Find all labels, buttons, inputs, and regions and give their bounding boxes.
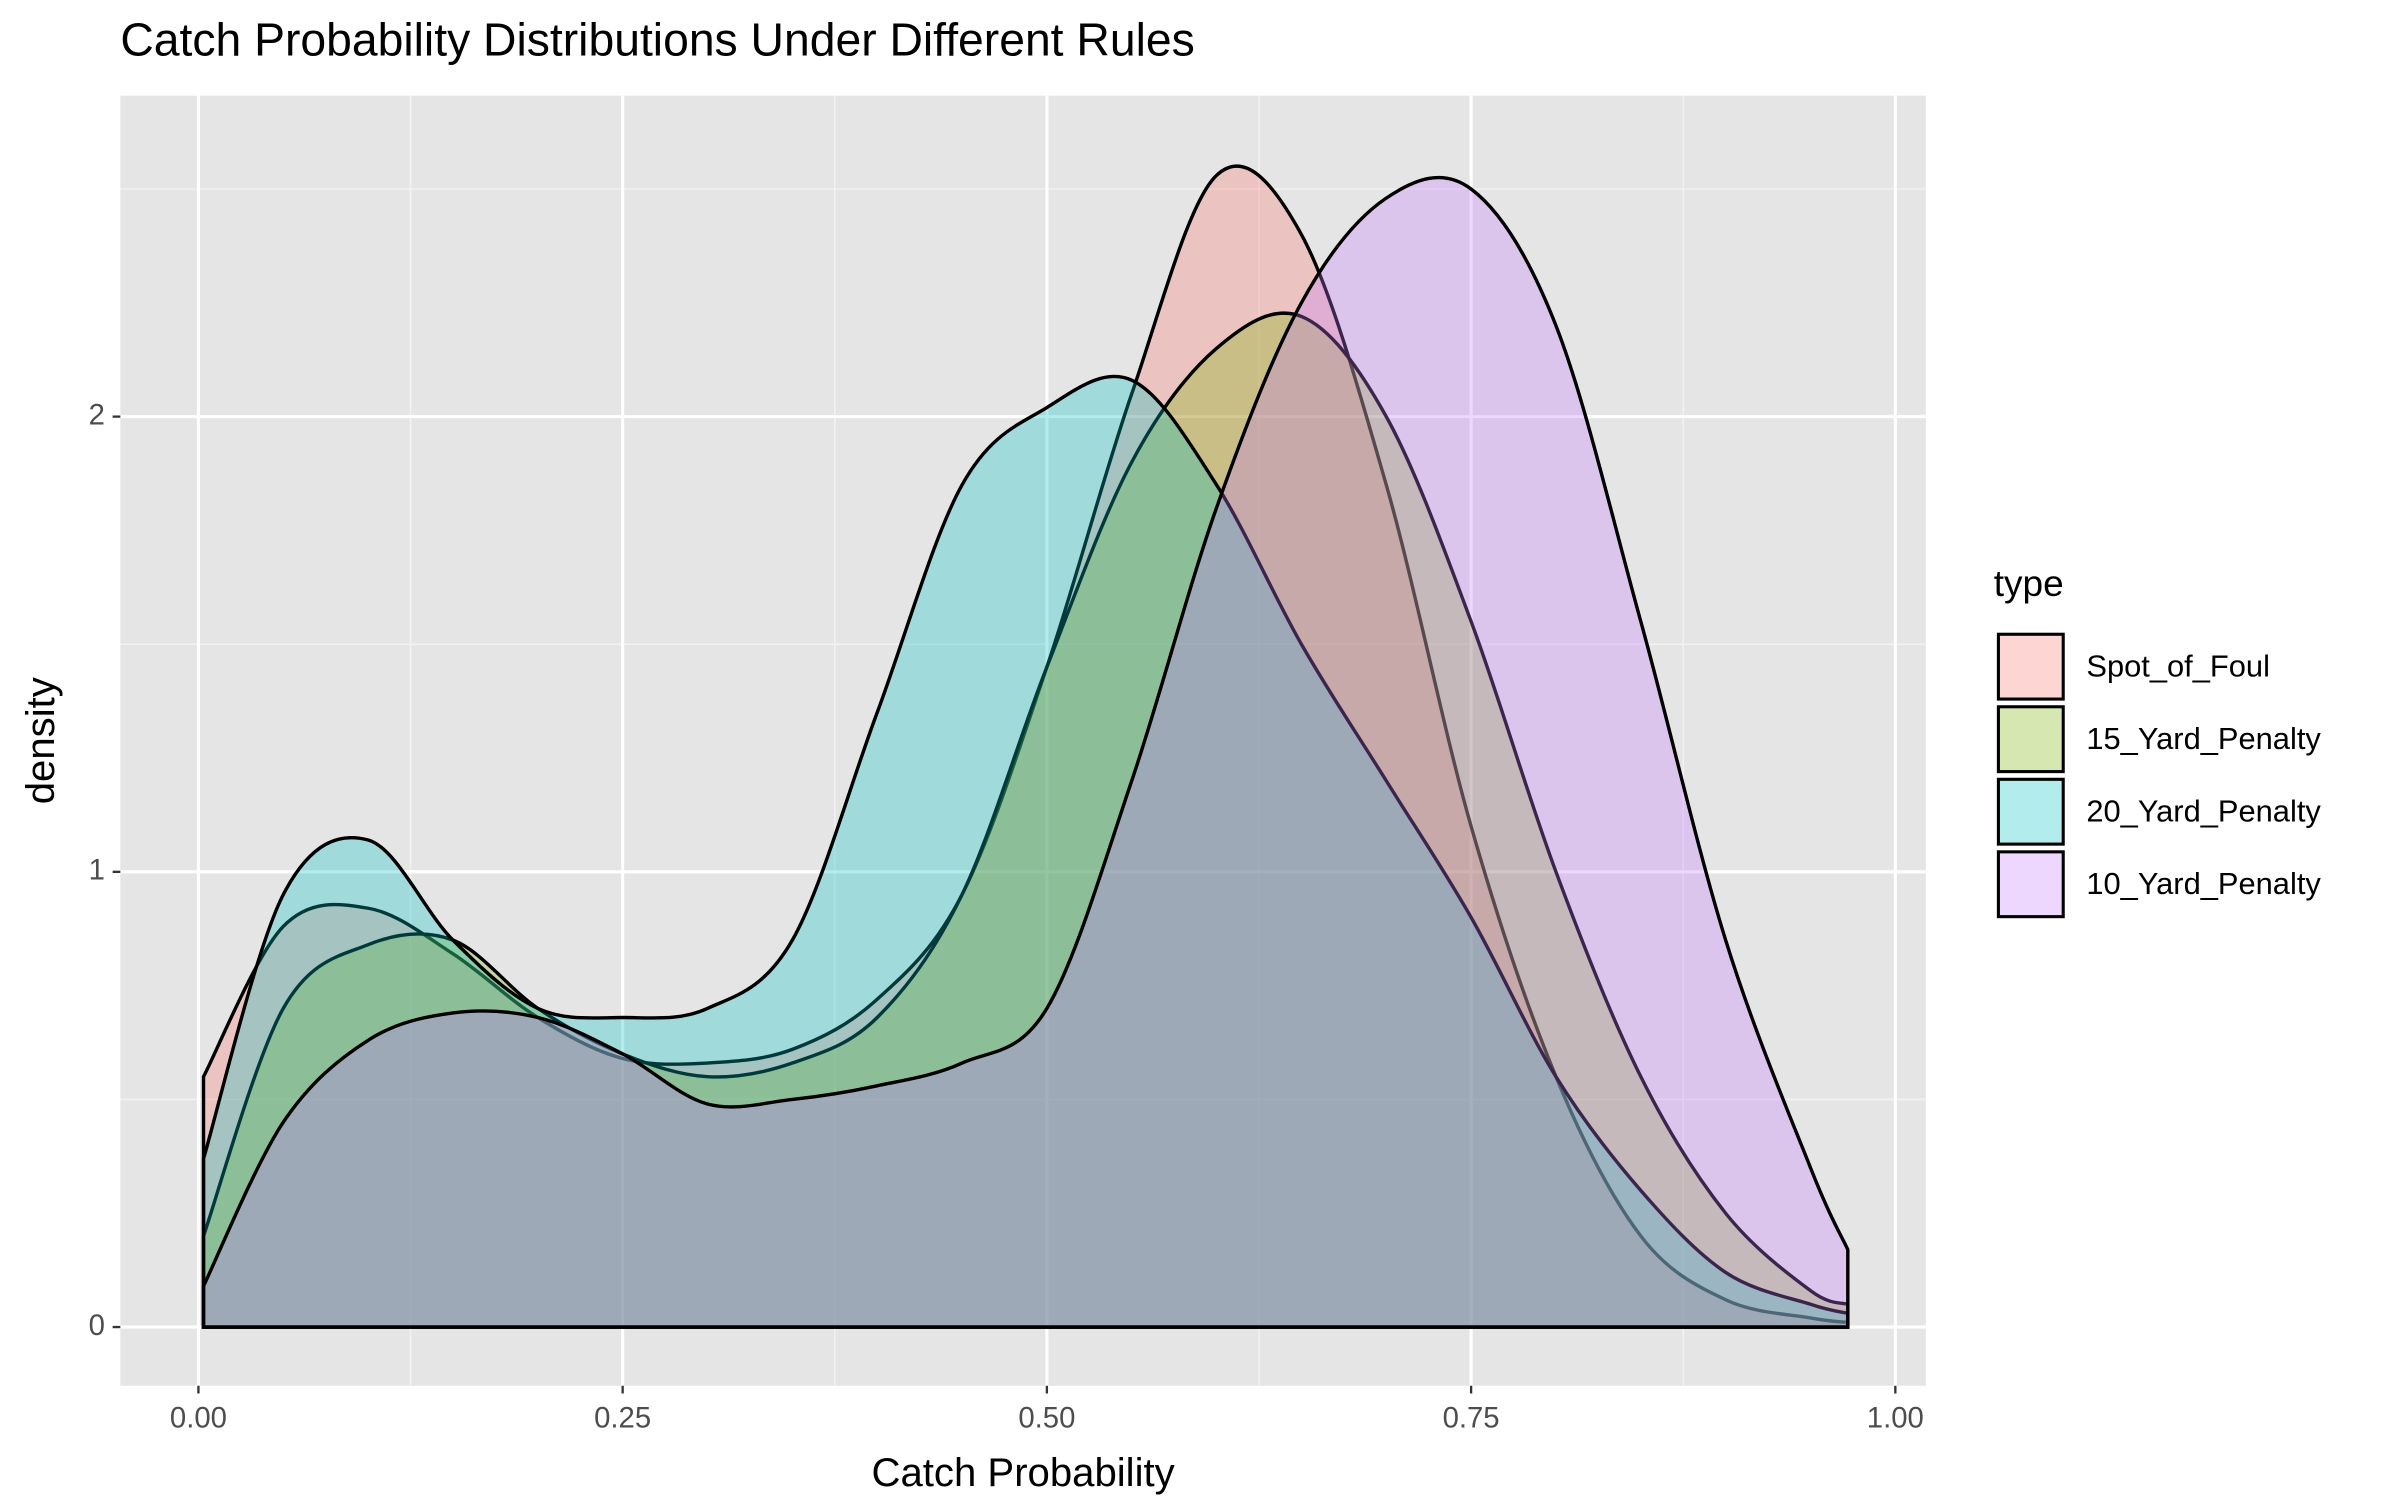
legend-key xyxy=(1996,850,2065,919)
x-axis-label: Catch Probability xyxy=(872,1450,1175,1495)
legend-key-bg xyxy=(1996,850,2065,919)
legend-key xyxy=(1996,632,2065,701)
density-area xyxy=(201,311,1850,1329)
legend-title: type xyxy=(1994,562,2064,604)
legend-label: 10_Yard_Penalty xyxy=(2086,866,2321,901)
legend-label: 15_Yard_Penalty xyxy=(2086,721,2321,756)
y-axis-label: density xyxy=(18,677,63,804)
y-tick-label: 2 xyxy=(89,398,105,431)
x-tick-label: 1.00 xyxy=(1867,1401,1924,1434)
chart-title: Catch Probability Distributions Under Di… xyxy=(120,13,1194,65)
y-tick-label: 1 xyxy=(89,854,105,887)
y-tick-label: 0 xyxy=(89,1309,105,1342)
x-tick-label: 0.25 xyxy=(594,1401,651,1434)
density-area xyxy=(201,164,1850,1329)
legend-key xyxy=(1996,777,2065,846)
legend-label: 20_Yard_Penalty xyxy=(2086,793,2321,828)
legend-label: Spot_of_Foul xyxy=(2086,648,2270,683)
x-tick-label: 0.50 xyxy=(1018,1401,1075,1434)
density-area xyxy=(201,175,1850,1329)
x-tick-label: 0.00 xyxy=(170,1401,227,1434)
legend-key-bg xyxy=(1996,632,2065,701)
legend-key-bg xyxy=(1996,777,2065,846)
x-tick-label: 0.75 xyxy=(1443,1401,1500,1434)
legend-key xyxy=(1996,705,2065,774)
legend-key-bg xyxy=(1996,705,2065,774)
density-area xyxy=(201,374,1850,1329)
